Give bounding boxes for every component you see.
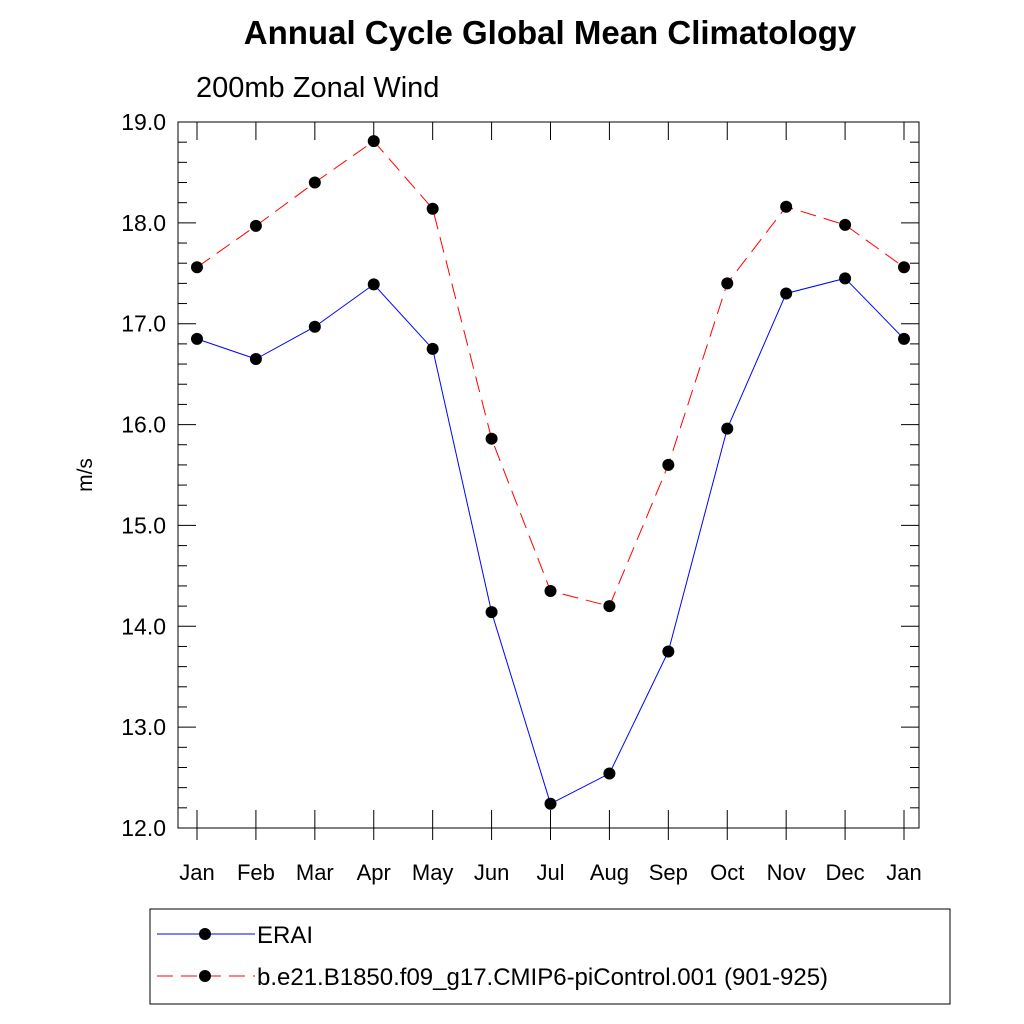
data-point	[721, 277, 734, 290]
data-point	[485, 432, 498, 445]
series-line	[196, 140, 905, 607]
chart-title: Annual Cycle Global Mean Climatology	[243, 14, 857, 51]
y-tick-label: 18.0	[121, 210, 166, 236]
data-point	[898, 332, 910, 345]
data-point	[191, 261, 203, 274]
y-axis: 12.0 13.0 14.0 15.0 16.0 17.0 18.0 19.0	[121, 109, 919, 841]
series-layer	[191, 135, 910, 810]
data-point	[780, 287, 793, 300]
series-2	[191, 135, 910, 613]
x-tick-label: Jan	[179, 860, 214, 885]
data-point	[662, 645, 675, 658]
legend-label: b.e21.B1850.f09_g17.CMIP6-piControl.001 …	[257, 964, 828, 991]
legend-box	[149, 908, 951, 1005]
data-point	[839, 218, 852, 231]
data-point	[367, 278, 380, 291]
x-tick-label: Jun	[474, 860, 509, 885]
x-tick-label: Sep	[649, 860, 688, 885]
data-point	[780, 200, 793, 213]
chart-subtitle: 200mb Zonal Wind	[196, 72, 440, 104]
data-point	[544, 584, 557, 597]
x-tick-label: Oct	[710, 860, 744, 885]
data-point	[308, 320, 321, 333]
y-tick-label: 13.0	[121, 714, 166, 740]
x-tick-label: Feb	[237, 860, 275, 885]
x-tick-label: Mar	[296, 860, 334, 885]
data-point	[603, 600, 616, 613]
legend-marker	[199, 970, 211, 982]
series-1	[191, 272, 910, 810]
x-tick-label: Aug	[590, 860, 629, 885]
y-tick-label: 19.0	[121, 109, 166, 135]
data-point	[191, 332, 203, 345]
data-point	[544, 797, 557, 810]
y-tick-label: 12.0	[121, 815, 166, 841]
data-point	[603, 767, 616, 780]
data-point	[662, 458, 675, 471]
data-point	[426, 342, 439, 355]
x-tick-label: Dec	[826, 860, 865, 885]
data-point	[308, 176, 321, 189]
x-tick-label: Apr	[357, 860, 391, 885]
legend-label: ERAI	[257, 922, 313, 949]
data-point	[721, 422, 734, 435]
y-tick-label: 15.0	[121, 512, 166, 538]
data-point	[839, 272, 852, 285]
series-line	[196, 277, 905, 805]
legend: ERAI b.e21.B1850.f09_g17.CMIP6-piControl.…	[149, 908, 951, 1005]
y-tick-label: 14.0	[121, 613, 166, 639]
y-tick-label: 17.0	[121, 311, 166, 337]
x-tick-label: Nov	[767, 860, 806, 885]
x-axis: Jan Feb Mar Apr May Jun Jul Aug Sep Oct Nov Dec Jan	[179, 122, 922, 885]
x-tick-label: Jul	[536, 860, 564, 885]
x-tick-label: Jan	[886, 860, 921, 885]
data-point	[367, 135, 380, 148]
data-point	[249, 219, 262, 232]
data-point	[485, 606, 498, 619]
data-point	[898, 261, 910, 274]
y-tick-label: 16.0	[121, 412, 166, 438]
x-tick-label: May	[412, 860, 454, 885]
data-point	[426, 202, 439, 215]
data-point	[249, 353, 262, 366]
plot-frame	[177, 121, 920, 829]
legend-marker	[199, 928, 211, 940]
